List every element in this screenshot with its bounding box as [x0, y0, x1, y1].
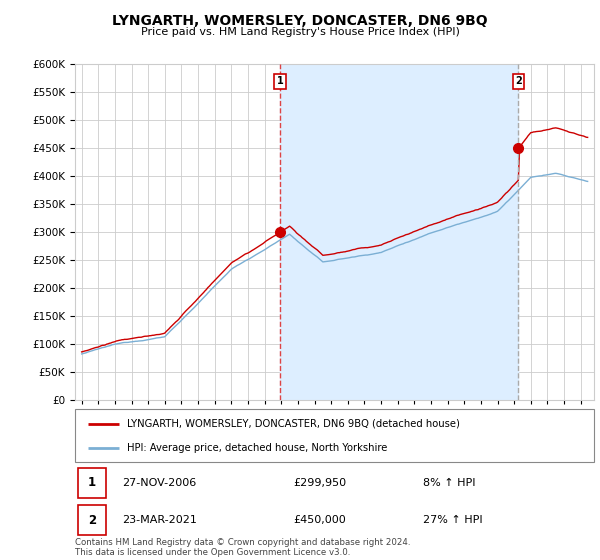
Text: 27-NOV-2006: 27-NOV-2006: [122, 478, 196, 488]
Text: LYNGARTH, WOMERSLEY, DONCASTER, DN6 9BQ: LYNGARTH, WOMERSLEY, DONCASTER, DN6 9BQ: [112, 14, 488, 28]
Text: Contains HM Land Registry data © Crown copyright and database right 2024.
This d: Contains HM Land Registry data © Crown c…: [75, 538, 410, 557]
Text: 1: 1: [88, 477, 96, 489]
Text: 8% ↑ HPI: 8% ↑ HPI: [423, 478, 475, 488]
Text: 1: 1: [277, 76, 283, 86]
Bar: [280, 64, 518, 400]
Text: 2: 2: [88, 514, 96, 526]
Text: 27% ↑ HPI: 27% ↑ HPI: [423, 515, 482, 525]
Text: 23-MAR-2021: 23-MAR-2021: [122, 515, 197, 525]
Text: LYNGARTH, WOMERSLEY, DONCASTER, DN6 9BQ (detached house): LYNGARTH, WOMERSLEY, DONCASTER, DN6 9BQ …: [127, 419, 460, 429]
Text: £450,000: £450,000: [293, 515, 346, 525]
Text: £299,950: £299,950: [293, 478, 346, 488]
Text: Price paid vs. HM Land Registry's House Price Index (HPI): Price paid vs. HM Land Registry's House …: [140, 27, 460, 37]
FancyBboxPatch shape: [77, 505, 106, 535]
Text: HPI: Average price, detached house, North Yorkshire: HPI: Average price, detached house, Nort…: [127, 443, 387, 453]
FancyBboxPatch shape: [75, 409, 594, 462]
FancyBboxPatch shape: [77, 468, 106, 498]
Text: 2: 2: [515, 76, 521, 86]
